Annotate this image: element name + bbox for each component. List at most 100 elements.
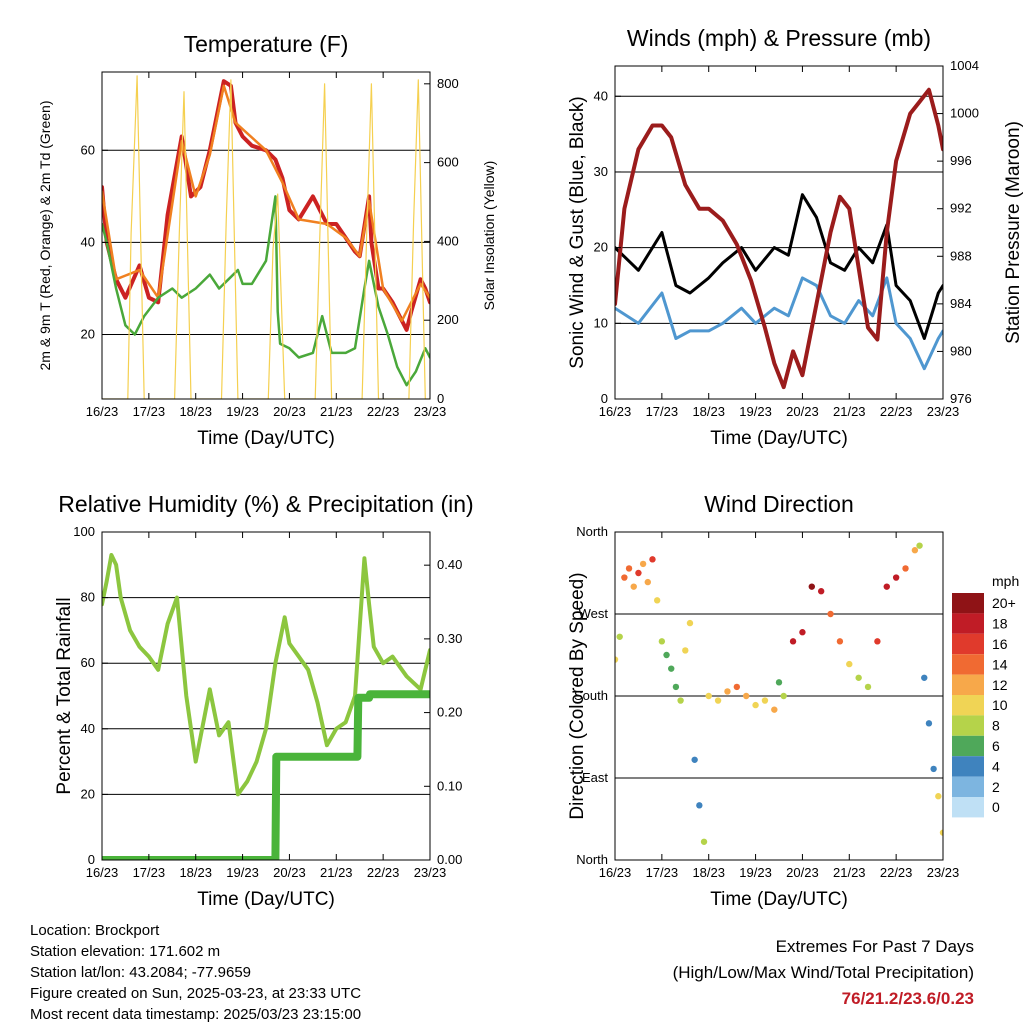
wind-direction-point — [916, 542, 923, 549]
y2-tick-label: 400 — [437, 233, 459, 248]
series-line-total-precipitation — [102, 690, 430, 860]
plot-series-3 — [102, 553, 430, 860]
extremes-summary: Extremes For Past 7 Days (High/Low/Max W… — [673, 934, 974, 1012]
y2-tick-label: 600 — [437, 155, 459, 170]
station-location: Location: Brockport — [30, 922, 160, 939]
series-line-station-pressure — [615, 87, 943, 390]
wind-direction-point — [789, 638, 797, 645]
x-tick-label: 17/23 — [646, 404, 679, 419]
x-tick-label: 21/23 — [320, 865, 353, 880]
chart-title: Winds (mph) & Pressure (mb) — [627, 25, 931, 51]
wind-direction-point — [775, 679, 783, 686]
y-tick-label: South — [574, 688, 608, 703]
y-axis-label: Percent & Total Rainfall — [54, 597, 75, 794]
x-tick-label: 21/23 — [833, 404, 866, 419]
y2-tick-label: 976 — [950, 391, 972, 406]
colorbar-label: 14 — [992, 656, 1008, 672]
x-tick-label: 20/23 — [273, 404, 306, 419]
y2-tick-label: 0.00 — [437, 852, 462, 867]
x-tick-label: 18/23 — [692, 865, 725, 880]
y2-tick-label: 0.40 — [437, 557, 462, 572]
x-axis-label: Time (Day/UTC) — [710, 889, 848, 910]
x-tick-label: 22/23 — [367, 865, 400, 880]
x-tick-label: 17/23 — [646, 865, 679, 880]
wind-direction-point — [752, 701, 759, 709]
x-tick-label: 23/23 — [414, 865, 447, 880]
wind-direction-point — [724, 688, 731, 695]
y-tick-label: North — [576, 524, 608, 539]
plot-frame — [101, 71, 431, 400]
plot-series-2 — [615, 87, 943, 390]
recent-timestamp: Most recent data timestamp: 2025/03/23 2… — [30, 1006, 362, 1023]
wind-direction-point — [902, 565, 909, 572]
x-tick-label: 23/23 — [414, 404, 447, 419]
colorbar-label: 6 — [992, 738, 1000, 754]
colorbar-label: 4 — [992, 758, 1000, 774]
wind-direction-point — [705, 692, 712, 700]
chart-title: Wind Direction — [704, 491, 854, 517]
wind-direction-point — [696, 802, 703, 809]
x-tick-label: 18/23 — [692, 404, 725, 419]
y-tick-label: 100 — [73, 524, 95, 539]
y-tick-label: 10 — [594, 315, 608, 330]
wind-direction-point — [686, 619, 694, 627]
wind-direction-point — [615, 656, 619, 663]
wind-direction-point — [935, 793, 942, 800]
y2-tick-label: 200 — [437, 312, 459, 327]
series-line-2m-t — [102, 79, 430, 332]
figure-created: Figure created on Sun, 2025-03-23, at 23… — [30, 985, 362, 1002]
wind-direction-point — [925, 720, 933, 727]
y2-axis-label: Station Pressure (Maroon) — [1003, 121, 1024, 344]
x-tick-label: 16/23 — [599, 404, 632, 419]
wind-direction-point — [714, 697, 722, 704]
colorbar-swatch — [952, 715, 984, 736]
wind-direction-point — [663, 651, 670, 659]
colorbar-label: 8 — [992, 718, 1000, 734]
colorbar-label: 10 — [992, 697, 1008, 713]
series-line-2m-td — [102, 195, 430, 387]
y2-tick-label: 1004 — [950, 58, 979, 73]
y-tick-label: 20 — [81, 327, 95, 342]
y-tick-label: 20 — [594, 240, 608, 255]
x-axis-label: Time (Day/UTC) — [197, 889, 335, 910]
y2-tick-label: 992 — [950, 201, 972, 216]
colorbar-swatch — [952, 654, 984, 675]
wind-direction-point — [700, 838, 708, 845]
y2-tick-label: 0.20 — [437, 705, 462, 720]
y2-tick-label: 0.10 — [437, 778, 462, 793]
wind-direction-point — [672, 683, 680, 691]
wind-direction-point — [864, 683, 872, 691]
wind-direction-point — [799, 629, 806, 636]
y-tick-label: 0 — [601, 391, 608, 406]
colorbar-swatch — [952, 633, 984, 655]
x-tick-label: 23/23 — [927, 865, 960, 880]
y-axis-label: 2m & 9m T (Red, Orange) & 2m Td (Green) — [37, 101, 53, 371]
colorbar-swatch — [952, 695, 984, 716]
wind-direction-point — [635, 569, 642, 577]
x-tick-label: 22/23 — [880, 865, 913, 880]
series-line-sonic-wind — [615, 276, 943, 371]
x-tick-label: 19/23 — [226, 865, 259, 880]
wind-direction-point — [682, 647, 689, 654]
x-tick-label: 23/23 — [927, 404, 960, 419]
x-tick-label: 18/23 — [179, 865, 212, 880]
colorbar-swatch — [952, 613, 984, 634]
wind-direction-point — [733, 683, 741, 691]
wind-direction-point — [892, 574, 900, 581]
wind-direction-point — [743, 692, 750, 700]
colorbar-label: 12 — [992, 677, 1008, 693]
x-tick-label: 19/23 — [739, 865, 772, 880]
wind-direction-point — [771, 706, 778, 713]
y2-tick-label: 0 — [437, 391, 444, 406]
y-tick-label: 80 — [81, 590, 95, 605]
x-axis-label: Time (Day/UTC) — [197, 428, 335, 449]
wind-direction-point — [846, 660, 853, 668]
wind-direction-point — [817, 588, 825, 595]
colorbar-swatch — [952, 674, 984, 695]
x-tick-label: 17/23 — [133, 404, 166, 419]
wind-direction-point — [668, 665, 675, 672]
wind-direction-point — [780, 692, 787, 700]
y2-tick-label: 980 — [950, 343, 972, 358]
wind-direction-point — [874, 638, 881, 645]
